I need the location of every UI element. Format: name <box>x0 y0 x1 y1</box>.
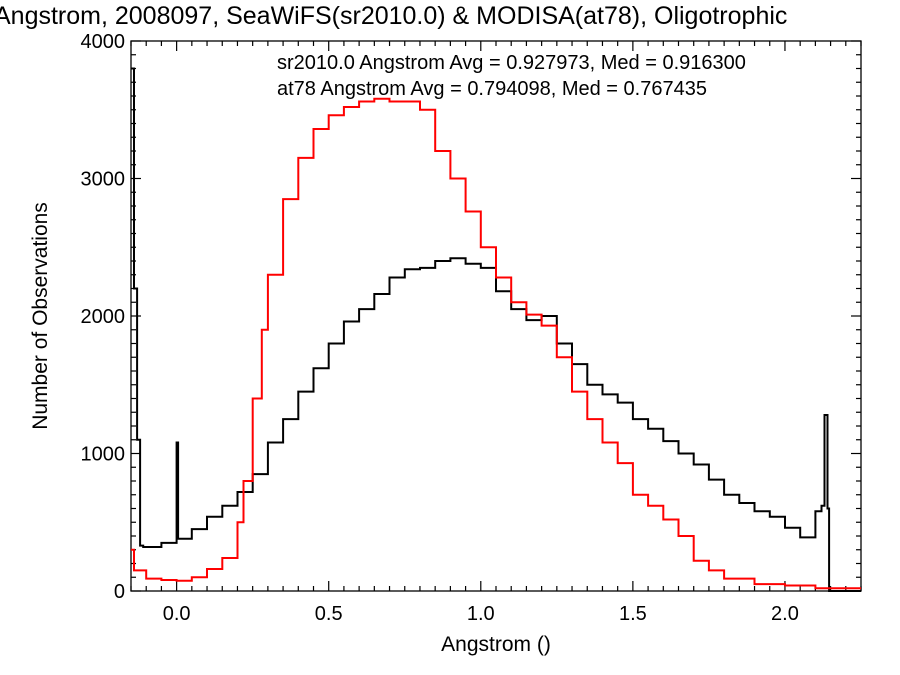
series-layer <box>131 67 861 592</box>
annotation-at78: at78 Angstrom Avg = 0.794098, Med = 0.76… <box>277 78 707 100</box>
x-tick-label: 1.5 <box>619 603 647 625</box>
y-tick-label: 2000 <box>81 306 126 328</box>
series-at78-line <box>131 97 861 590</box>
plot-frame <box>130 40 862 592</box>
chart-title: Angstrom, 2008097, SeaWiFS(sr2010.0) & M… <box>0 2 787 30</box>
series-sr2010-line <box>131 67 861 592</box>
y-tick-label: 1000 <box>81 444 126 466</box>
y-tick-label: 3000 <box>81 169 126 191</box>
x-tick-label: 0.5 <box>315 603 343 625</box>
y-axis-label: Number of Observations <box>29 202 52 430</box>
x-tick-label: 0.0 <box>163 603 191 625</box>
x-tick-label: 1.0 <box>467 603 495 625</box>
x-tick-label: 2.0 <box>771 603 799 625</box>
y-tick-label: 4000 <box>81 31 126 53</box>
x-axis-label: Angstrom () <box>441 633 551 656</box>
ticks-layer: 0.0 0.5 1.0 1.5 2.0 0 1000 2000 3000 4000 <box>81 31 862 625</box>
y-tick-label: 0 <box>114 581 125 603</box>
annotation-sr2010: sr2010.0 Angstrom Avg = 0.927973, Med = … <box>277 52 746 74</box>
